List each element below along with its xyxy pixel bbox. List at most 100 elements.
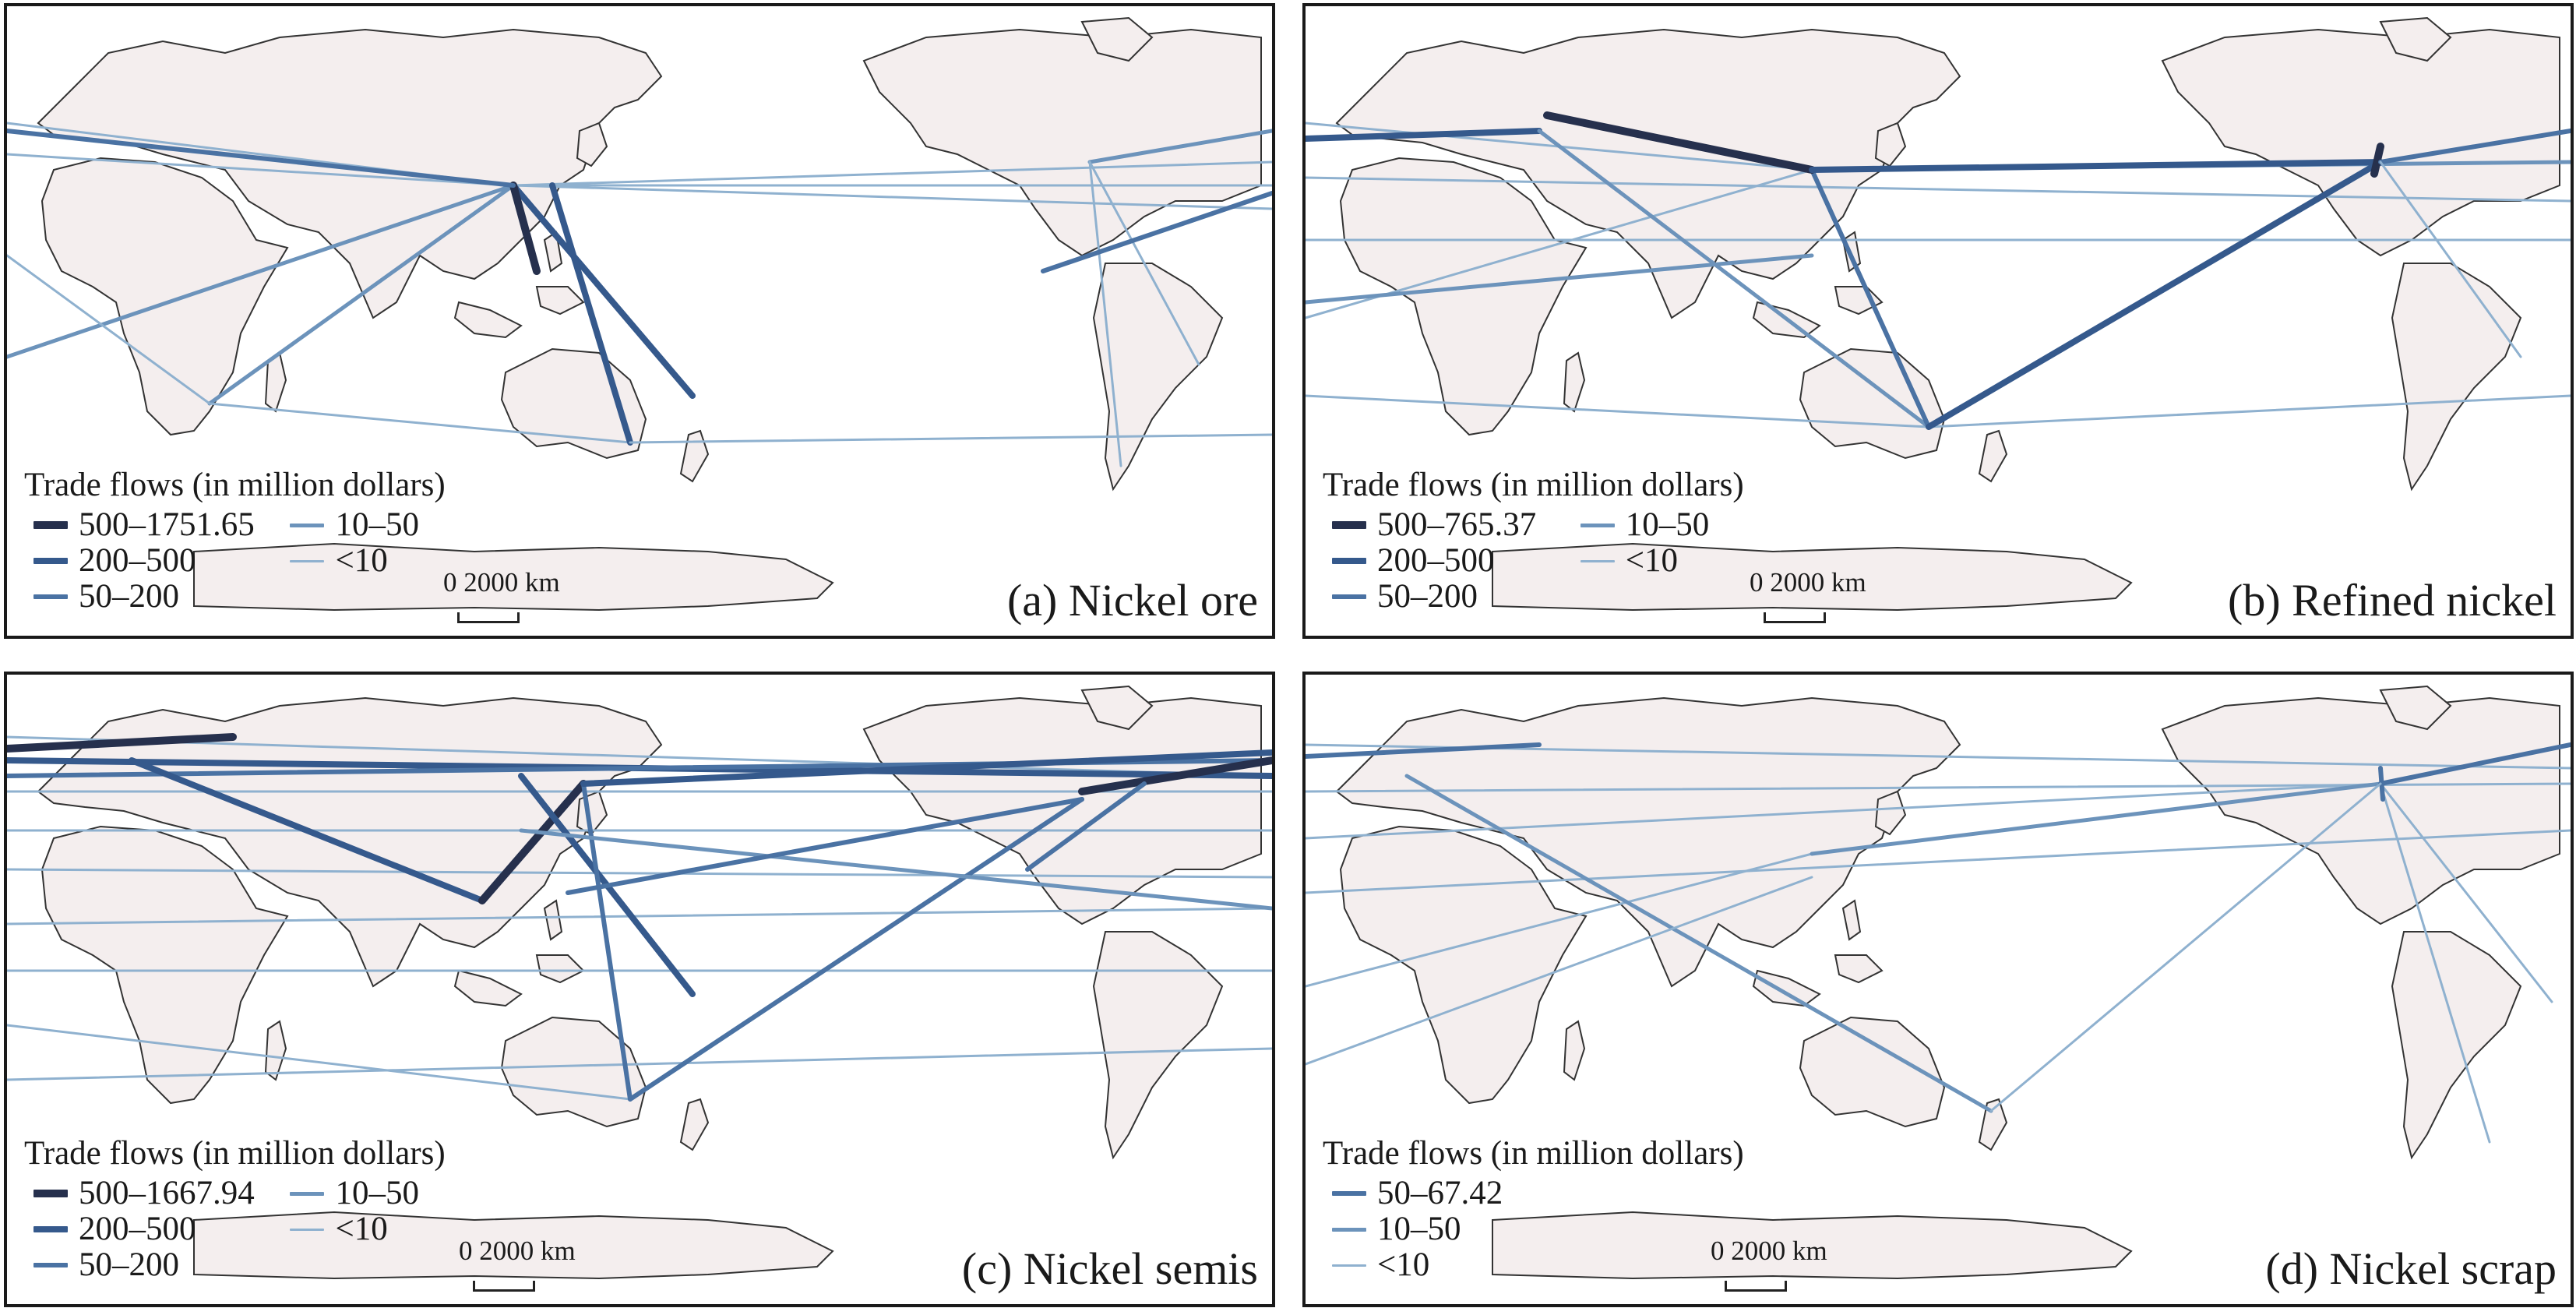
legend: Trade flows (in million dollars) 500–175…: [24, 466, 446, 615]
flow-line: [1088, 160, 1122, 467]
scale-line: [457, 612, 520, 623]
map-refined-nickel: [1306, 17, 2571, 611]
flow-line: [1306, 829, 2571, 894]
panel-nickel-ore: Trade flows (in million dollars) 500–175…: [4, 3, 1275, 639]
legend-item: 50–67.42: [1323, 1176, 1739, 1211]
flow-line: [566, 797, 1084, 895]
legend-item: <10: [280, 1211, 440, 1247]
legend-label: <10: [1377, 1246, 1430, 1283]
flow-line: [580, 749, 1272, 787]
legend-label: <10: [335, 542, 388, 579]
flow-line: [1078, 756, 1272, 795]
flow-line: [2379, 782, 2553, 1003]
flow-line: [7, 907, 1272, 925]
flow-line: [2379, 782, 2491, 1144]
legend-item: 200–500: [1323, 543, 1566, 579]
legend-label: 200–500: [79, 1211, 196, 1247]
legend-swatch: [1332, 1264, 1366, 1267]
flow-line: [2378, 742, 2571, 786]
flow-line: [1537, 129, 1931, 429]
flow-line: [7, 183, 516, 359]
legend-item: <10: [1571, 543, 1739, 579]
flow-line: [1543, 111, 1816, 174]
flow-line: [1306, 128, 1542, 142]
flow-line: [1087, 129, 1272, 164]
flow-line: [509, 182, 541, 275]
flow-line: [129, 757, 485, 904]
flow-line: [1306, 852, 1813, 988]
legend-label: 10–50: [1625, 506, 1710, 543]
flow-line: [7, 153, 515, 187]
legend-label: 50–67.42: [1377, 1175, 1503, 1211]
legend-label: <10: [1625, 542, 1678, 579]
legend-label: 200–500: [1377, 542, 1495, 579]
flow-line: [629, 433, 1272, 444]
legend-label: 10–50: [1377, 1211, 1461, 1247]
legend-title: Trade flows (in million dollars): [24, 467, 446, 503]
legend-swatch: [1332, 521, 1366, 529]
legend-swatch: [33, 558, 68, 564]
flow-line: [208, 402, 632, 444]
legend-title: Trade flows (in million dollars): [1323, 1135, 1744, 1172]
legend-item: 50–200: [24, 1247, 276, 1283]
legend-item: 200–500: [24, 1211, 276, 1247]
map-nickel-semis: [7, 686, 1272, 1279]
flow-line: [2370, 143, 2384, 178]
flow-line: [7, 868, 1272, 879]
scale-label: 0 2000 km: [443, 567, 560, 598]
legend: Trade flows (in million dollars) 50–67.4…: [1323, 1134, 1744, 1283]
flow-line: [1306, 176, 2571, 203]
flow-line: [1306, 394, 1930, 428]
panel-refined-nickel: Trade flows (in million dollars) 500–765…: [1302, 3, 2574, 639]
legend-item: 500–1751.65: [24, 507, 276, 543]
legend-label: 50–200: [79, 1246, 179, 1283]
legend-item: 500–1667.94: [24, 1176, 276, 1211]
flow-line: [628, 797, 1084, 1102]
legend-item: 50–200: [24, 579, 276, 615]
flow-line: [1306, 876, 1813, 1066]
flow-line: [7, 1047, 1272, 1081]
legend-item: 10–50: [1571, 507, 1739, 543]
panel-label: (b) Refined nickel: [2228, 575, 2557, 626]
map-nickel-ore: [7, 17, 1272, 611]
legend-swatch: [33, 1263, 68, 1267]
flow-line: [478, 780, 587, 904]
legend: Trade flows (in million dollars) 500–166…: [24, 1134, 446, 1283]
flow-line: [510, 182, 696, 399]
panel-nickel-scrap: Trade flows (in million dollars) 50–67.4…: [1302, 672, 2574, 1307]
legend-swatch: [290, 1191, 325, 1196]
flow-line: [1088, 160, 1200, 366]
flow-line: [1404, 774, 1993, 1113]
flow-line: [7, 735, 1272, 777]
flow-line: [1989, 782, 2382, 1112]
legend-item: 10–50: [280, 507, 440, 543]
legend-item: 200–500: [24, 543, 276, 579]
flow-line: [1306, 743, 2571, 770]
legend-swatch: [1580, 559, 1615, 562]
flow-line: [2378, 129, 2571, 164]
legend-swatch: [290, 523, 325, 527]
legend-swatch: [33, 594, 68, 599]
scale-label: 0 2000 km: [1711, 1236, 1827, 1266]
legend-title: Trade flows (in million dollars): [1323, 467, 1744, 503]
legend-item: 10–50: [1323, 1211, 1739, 1247]
panel-label: (c) Nickel semis: [961, 1243, 1258, 1294]
flow-line: [7, 254, 211, 405]
scale-line: [473, 1281, 535, 1292]
legend-item: <10: [280, 543, 440, 579]
legend-swatch: [1580, 523, 1615, 527]
legend-item: <10: [1323, 1247, 1739, 1283]
legend-label: 10–50: [335, 1175, 419, 1211]
legend-swatch: [1332, 594, 1366, 599]
flow-line: [207, 183, 516, 406]
flow-line: [1041, 191, 1272, 273]
legend-item: 10–50: [280, 1176, 440, 1211]
legend-item: 50–200: [1323, 579, 1566, 615]
flow-line: [512, 184, 1272, 210]
flow-line: [519, 828, 1272, 911]
legend-label: 500–1751.65: [79, 506, 255, 543]
map-nickel-scrap: [1306, 686, 2571, 1279]
legend-label: <10: [335, 1211, 388, 1247]
legend-swatch: [1332, 558, 1366, 564]
flow-line: [7, 1024, 632, 1101]
